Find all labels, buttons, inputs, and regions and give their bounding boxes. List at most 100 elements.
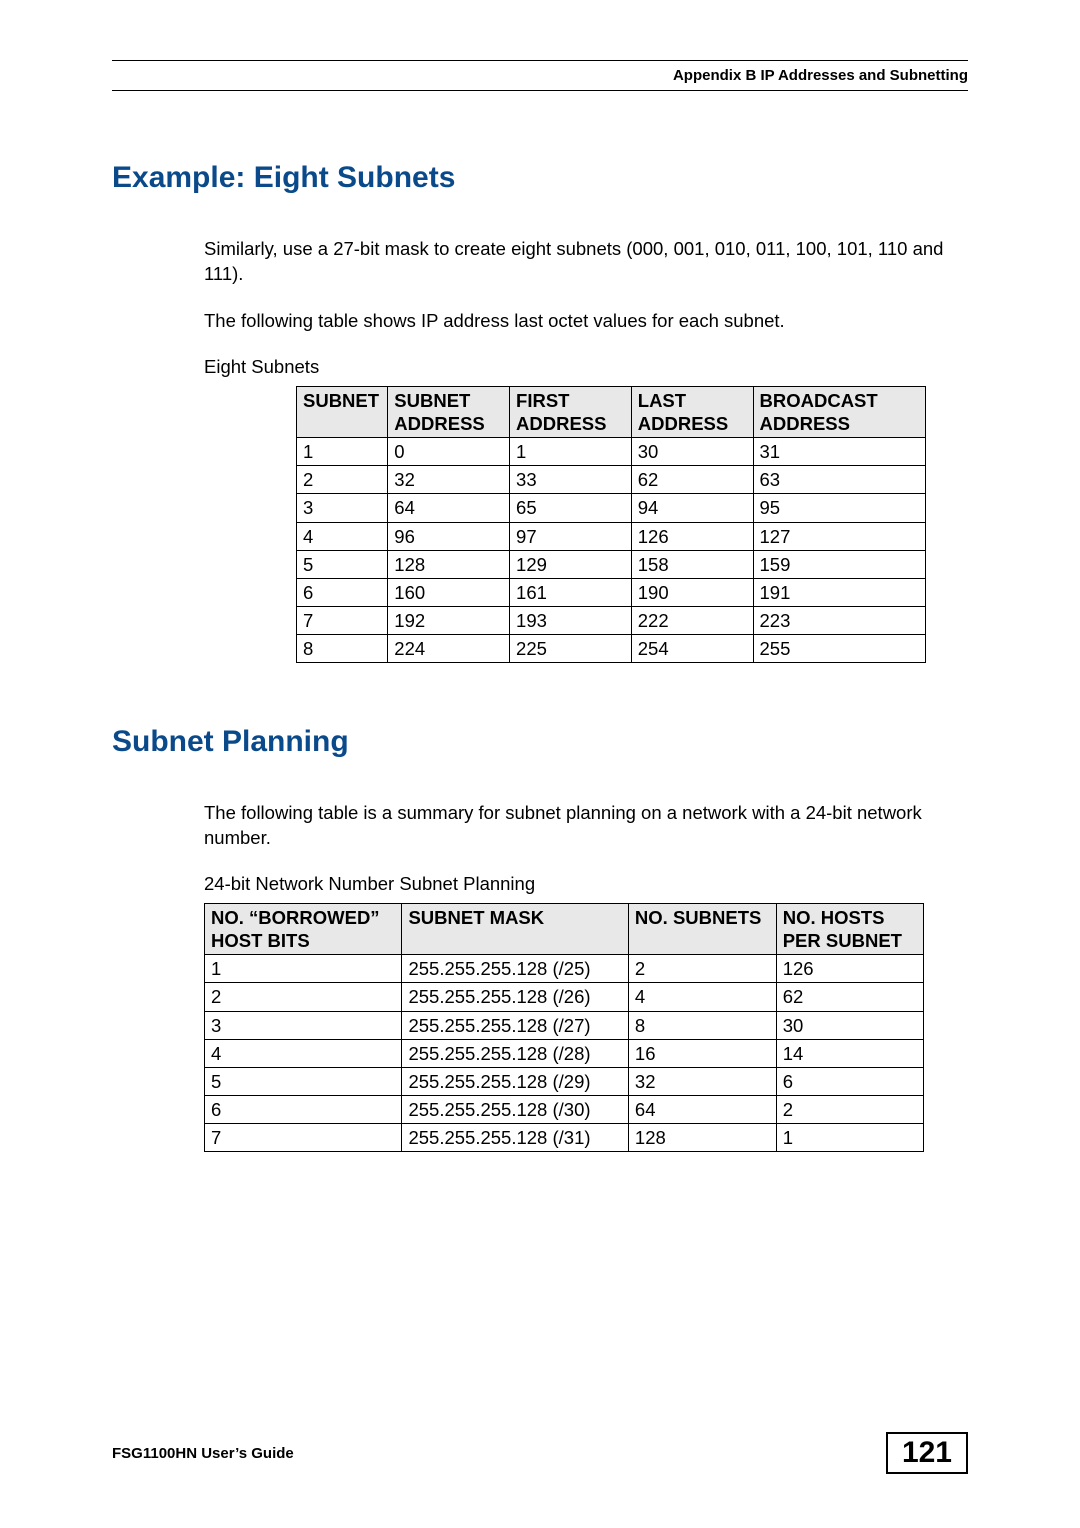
table-cell: 5 (297, 550, 388, 578)
table-cell: 30 (631, 438, 753, 466)
table-cell: 1 (776, 1124, 923, 1152)
table-cell: 32 (628, 1067, 776, 1095)
table-cell: 2 (205, 983, 402, 1011)
table-cell: 254 (631, 635, 753, 663)
table-cell: 62 (631, 466, 753, 494)
table-cell: 126 (631, 522, 753, 550)
appendix-header: Appendix B IP Addresses and Subnetting (112, 67, 968, 84)
page-number: 121 (886, 1432, 968, 1474)
table-cell: 1 (205, 955, 402, 983)
table-cell: 1 (297, 438, 388, 466)
table-cell: 3 (205, 1011, 402, 1039)
table-cell: 192 (388, 606, 510, 634)
table-row: 7255.255.255.128 (/31)1281 (205, 1124, 924, 1152)
table-row: 7192193222223 (297, 606, 926, 634)
table-cell: 97 (510, 522, 632, 550)
table-cell: 224 (388, 635, 510, 663)
table-cell: 63 (753, 466, 926, 494)
subnet-planning-table: NO. “BORROWED” HOST BITS SUBNET MASK NO.… (204, 903, 924, 1152)
section1-p2: The following table shows IP address las… (204, 309, 968, 334)
table-cell: 65 (510, 494, 632, 522)
table-cell: 0 (388, 438, 510, 466)
table-cell: 5 (205, 1067, 402, 1095)
table-cell: 8 (297, 635, 388, 663)
table-row: 232336263 (297, 466, 926, 494)
table-cell: 4 (297, 522, 388, 550)
table-cell: 255.255.255.128 (/25) (402, 955, 628, 983)
under-rule (112, 90, 968, 91)
table-cell: 6 (297, 578, 388, 606)
table-cell: 2 (297, 466, 388, 494)
eight-subnets-table: SUBNET SUBNET ADDRESS FIRST ADDRESS LAST… (296, 386, 926, 663)
table-cell: 161 (510, 578, 632, 606)
table-cell: 6 (776, 1067, 923, 1095)
footer-guide: FSG1100HN User’s Guide (112, 1445, 294, 1462)
table-row: 3255.255.255.128 (/27)830 (205, 1011, 924, 1039)
col-first-address: FIRST ADDRESS (510, 386, 632, 437)
top-rule (112, 60, 968, 61)
table-cell: 6 (205, 1095, 402, 1123)
table-cell: 96 (388, 522, 510, 550)
table-cell: 94 (631, 494, 753, 522)
table-cell: 95 (753, 494, 926, 522)
section2-table-caption: 24-bit Network Number Subnet Planning (204, 873, 968, 895)
table-row: 1255.255.255.128 (/25)2126 (205, 955, 924, 983)
table-header-row: NO. “BORROWED” HOST BITS SUBNET MASK NO.… (205, 904, 924, 955)
table-cell: 190 (631, 578, 753, 606)
table-cell: 159 (753, 550, 926, 578)
table-row: 5128129158159 (297, 550, 926, 578)
section1-table-caption: Eight Subnets (204, 356, 968, 378)
table-cell: 158 (631, 550, 753, 578)
table-cell: 222 (631, 606, 753, 634)
table-row: 6160161190191 (297, 578, 926, 606)
table-cell: 255.255.255.128 (/27) (402, 1011, 628, 1039)
table-cell: 160 (388, 578, 510, 606)
table-cell: 127 (753, 522, 926, 550)
page-footer: FSG1100HN User’s Guide 121 (112, 1432, 968, 1474)
table-cell: 255.255.255.128 (/28) (402, 1039, 628, 1067)
col-last-address: LAST ADDRESS (631, 386, 753, 437)
table-row: 2255.255.255.128 (/26)462 (205, 983, 924, 1011)
section1-p1: Similarly, use a 27-bit mask to create e… (204, 237, 968, 287)
table-cell: 255 (753, 635, 926, 663)
col-no-subnets: NO. SUBNETS (628, 904, 776, 955)
table-cell: 2 (628, 955, 776, 983)
table-cell: 64 (388, 494, 510, 522)
table-cell: 128 (628, 1124, 776, 1152)
table-row: 49697126127 (297, 522, 926, 550)
section2-title: Subnet Planning (112, 725, 968, 759)
section1-title: Example: Eight Subnets (112, 161, 968, 195)
col-broadcast-address: BROADCAST ADDRESS (753, 386, 926, 437)
table-row: 364659495 (297, 494, 926, 522)
table-cell: 7 (297, 606, 388, 634)
table-row: 8224225254255 (297, 635, 926, 663)
table-cell: 4 (205, 1039, 402, 1067)
table-cell: 191 (753, 578, 926, 606)
table-cell: 128 (388, 550, 510, 578)
table-cell: 62 (776, 983, 923, 1011)
table-cell: 31 (753, 438, 926, 466)
table-cell: 30 (776, 1011, 923, 1039)
table-row: 4255.255.255.128 (/28)1614 (205, 1039, 924, 1067)
table-cell: 3 (297, 494, 388, 522)
section2-p1: The following table is a summary for sub… (204, 801, 968, 851)
table-cell: 16 (628, 1039, 776, 1067)
col-subnet-address: SUBNET ADDRESS (388, 386, 510, 437)
col-hosts-per-subnet: NO. HOSTS PER SUBNET (776, 904, 923, 955)
table-cell: 225 (510, 635, 632, 663)
table-cell: 223 (753, 606, 926, 634)
table-cell: 255.255.255.128 (/31) (402, 1124, 628, 1152)
table-cell: 255.255.255.128 (/26) (402, 983, 628, 1011)
table-cell: 1 (510, 438, 632, 466)
col-borrowed-bits: NO. “BORROWED” HOST BITS (205, 904, 402, 955)
table-cell: 2 (776, 1095, 923, 1123)
table-cell: 126 (776, 955, 923, 983)
table-cell: 33 (510, 466, 632, 494)
table-cell: 255.255.255.128 (/29) (402, 1067, 628, 1095)
table-cell: 193 (510, 606, 632, 634)
col-subnet-mask: SUBNET MASK (402, 904, 628, 955)
table-row: 1013031 (297, 438, 926, 466)
table-cell: 32 (388, 466, 510, 494)
col-subnet: SUBNET (297, 386, 388, 437)
table-cell: 8 (628, 1011, 776, 1039)
